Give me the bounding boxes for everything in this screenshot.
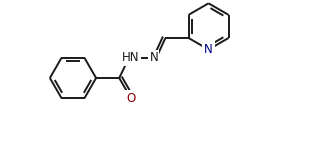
Text: N: N (204, 43, 213, 56)
Text: HN: HN (122, 51, 140, 64)
Text: O: O (126, 92, 135, 105)
Text: N: N (149, 51, 158, 64)
